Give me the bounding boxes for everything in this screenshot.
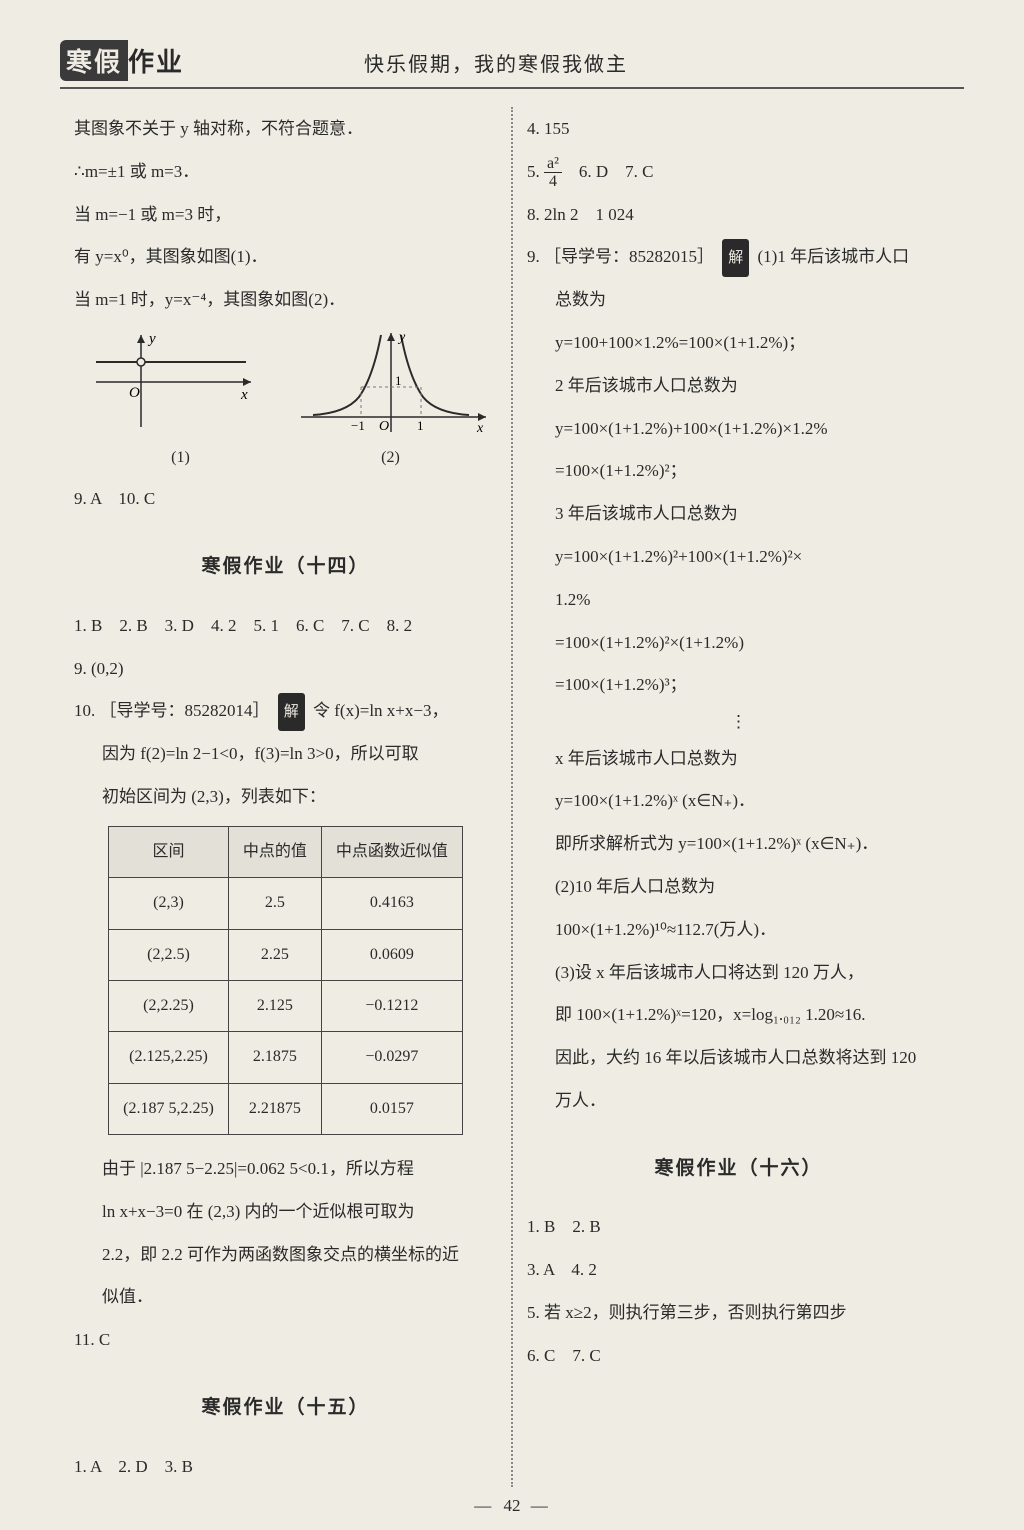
tagline: 快乐假期，我的寒假我做主: [364, 48, 628, 77]
answer-row: 4. 155: [527, 109, 950, 150]
origin-label: O: [379, 419, 389, 434]
footer-dash: —: [474, 1496, 493, 1515]
text-line: 1.2%: [527, 580, 950, 621]
text-line: 似值．: [74, 1277, 497, 1318]
solution-tag: 解: [278, 693, 305, 731]
table-row: (2,3)2.50.4163: [109, 878, 463, 929]
figures-row: O x y −1 1 1 O: [74, 327, 497, 437]
text-line: 由于 |2.187 5−2.25|=0.062 5<0.1，所以方程: [74, 1149, 497, 1190]
logo-light: 作业: [128, 42, 184, 79]
fraction: a²4: [544, 155, 562, 191]
answer-row: 8. 2ln 2 1 024: [527, 195, 950, 236]
logo-dark: 寒假: [60, 40, 128, 81]
q10-text: 令 f(x)=ln x+x−3，: [313, 701, 448, 720]
answer-row: 5. 若 x≥2，则执行第三步，否则执行第四步: [527, 1293, 950, 1334]
text-line: 总数为: [527, 280, 950, 321]
x-axis-label: x: [476, 421, 484, 436]
text-line: 3 年后该城市人口总数为: [527, 494, 950, 535]
text-line: y=100×(1+1.2%)ˣ (x∈N₊)．: [527, 781, 950, 822]
footer-dash: —: [531, 1496, 550, 1515]
q9-line: 9. ［导学号：85282015］ 解 (1)1 年后该城市人口: [527, 237, 950, 278]
col-fmid: 中点函数近似值: [321, 826, 462, 877]
fig2-caption: (2): [301, 439, 481, 477]
text-line: 其图象不关于 y 轴对称，不符合题意．: [74, 109, 497, 150]
left-column: 其图象不关于 y 轴对称，不符合题意． ∴m=±1 或 m=3． 当 m=−1 …: [60, 107, 513, 1487]
text-line: 即所求解析式为 y=100×(1+1.2%)ˣ (x∈N₊)．: [527, 824, 950, 865]
y-axis-label: y: [397, 330, 406, 345]
y-axis-label: y: [147, 331, 156, 347]
solution-tag: 解: [722, 239, 749, 277]
text-line: x 年后该城市人口总数为: [527, 739, 950, 780]
bisection-table: 区间 中点的值 中点函数近似值 (2,3)2.50.4163 (2,2.5)2.…: [108, 826, 463, 1135]
text-line: =100×(1+1.2%)²；: [527, 451, 950, 492]
q10-ref: 10. ［导学号：85282014］: [74, 701, 270, 720]
text-line: 2 年后该城市人口总数为: [527, 366, 950, 407]
text-line: ln x+x−3=0 在 (2,3) 内的一个近似根可取为: [74, 1192, 497, 1233]
columns: 其图象不关于 y 轴对称，不符合题意． ∴m=±1 或 m=3． 当 m=−1 …: [60, 107, 964, 1487]
answer-row: 3. A 4. 2: [527, 1250, 950, 1291]
section-16-title: 寒假作业（十六）: [527, 1146, 950, 1192]
text-line: (2)10 年后人口总数为: [527, 867, 950, 908]
figure-1: O x y: [81, 327, 261, 437]
text-line: 有 y=x⁰，其图象如图(1)．: [74, 237, 497, 278]
text-line: y=100×(1+1.2%)²+100×(1+1.2%)²×: [527, 537, 950, 578]
text-line: 2.2，即 2.2 可作为两函数图象交点的横坐标的近: [74, 1235, 497, 1276]
section-15-title: 寒假作业（十五）: [74, 1385, 497, 1431]
x-tick-neg1: −1: [351, 418, 365, 433]
x-axis-label: x: [240, 387, 248, 403]
page-header: 寒假 作业 快乐假期，我的寒假我做主: [60, 40, 964, 89]
vertical-ellipsis: ⋮: [527, 712, 950, 732]
fig1-caption: (1): [91, 439, 271, 477]
text-line: 因此，大约 16 年以后该城市人口总数将达到 120: [527, 1038, 950, 1079]
text-line: 100×(1+1.2%)¹⁰≈112.7(万人)．: [527, 910, 950, 951]
section-14-title: 寒假作业（十四）: [74, 544, 497, 590]
text-line: 当 m=−1 或 m=3 时，: [74, 195, 497, 236]
table-row: (2,2.25)2.125−0.1212: [109, 980, 463, 1031]
x-tick-1: 1: [417, 418, 424, 433]
col-interval: 区间: [109, 826, 229, 877]
text-line: 当 m=1 时，y=x⁻⁴，其图象如图(2)．: [74, 280, 497, 321]
q9-text: (1)1 年后该城市人口: [758, 247, 910, 266]
page: 寒假 作业 快乐假期，我的寒假我做主 其图象不关于 y 轴对称，不符合题意． ∴…: [0, 0, 1024, 1530]
text-line: y=100+100×1.2%=100×(1+1.2%)；: [527, 323, 950, 364]
origin-label: O: [129, 385, 140, 401]
answer-row: 1. B 2. B: [527, 1207, 950, 1248]
text-line: y=100×(1+1.2%)+100×(1+1.2%)×1.2%: [527, 409, 950, 450]
answer-row: 9. (0,2): [74, 649, 497, 690]
answer-row: 6. C 7. C: [527, 1336, 950, 1377]
figure-captions: (1) (2): [74, 439, 497, 477]
text-line: =100×(1+1.2%)³；: [527, 665, 950, 706]
table-row: (2.125,2.25)2.1875−0.0297: [109, 1032, 463, 1083]
figure-2: −1 1 1 O x y: [291, 327, 491, 437]
text-line: =100×(1+1.2%)²×(1+1.2%): [527, 623, 950, 664]
page-number: 42: [504, 1496, 521, 1515]
right-column: 4. 155 5. a²4 6. D 7. C 8. 2ln 2 1 024 9…: [513, 107, 964, 1487]
answer-row: 1. B 2. B 3. D 4. 2 5. 1 6. C 7. C 8. 2: [74, 606, 497, 647]
text-line: 因为 f(2)=ln 2−1<0，f(3)=ln 3>0，所以可取: [74, 734, 497, 775]
text-line: 即 100×(1+1.2%)ˣ=120，x=log₁.₀₁₂ 1.20≈16.: [527, 995, 950, 1036]
table-row: (2.187 5,2.25)2.218750.0157: [109, 1083, 463, 1134]
answer-row: 1. A 2. D 3. B: [74, 1447, 497, 1488]
text-line: 万人．: [527, 1081, 950, 1122]
text-line: (3)设 x 年后该城市人口将达到 120 万人，: [527, 953, 950, 994]
table-row: (2,2.5)2.250.0609: [109, 929, 463, 980]
text-line: 初始区间为 (2,3)，列表如下：: [74, 777, 497, 818]
answer-row: 9. A 10. C: [74, 479, 497, 520]
q10-line: 10. ［导学号：85282014］ 解 令 f(x)=ln x+x−3，: [74, 691, 497, 732]
q9-ref: 9. ［导学号：85282015］: [527, 247, 714, 266]
answer-row: 11. C: [74, 1320, 497, 1361]
y-tick-1: 1: [395, 373, 402, 388]
col-midpoint: 中点的值: [228, 826, 321, 877]
page-footer: — 42 —: [0, 1496, 1024, 1516]
text-line: ∴m=±1 或 m=3．: [74, 152, 497, 193]
table-header-row: 区间 中点的值 中点函数近似值: [109, 826, 463, 877]
answer-row: 5. a²4 6. D 7. C: [527, 152, 950, 193]
